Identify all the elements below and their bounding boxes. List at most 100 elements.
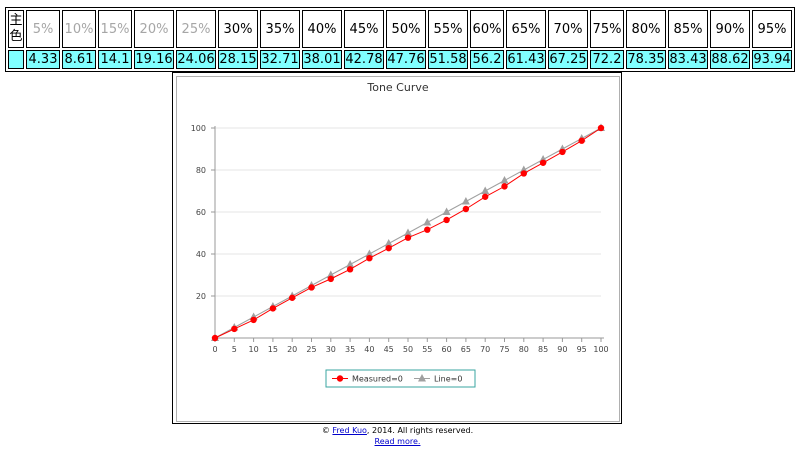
header-cell: 75% [590,10,624,48]
header-cell: 95% [752,10,792,48]
header-cell: 55% [428,10,468,48]
x-tick-label: 45 [384,345,394,354]
x-tick-label: 60 [442,345,452,354]
measured-point [424,226,431,233]
value-cell: 24.06 [176,50,216,69]
x-tick-label: 55 [422,345,432,354]
y-tick-label: 20 [196,292,206,301]
x-tick-label: 5 [232,345,237,354]
value-cell: 93.94 [752,50,792,69]
legend-line-label: Line=0 [434,375,462,384]
value-cell: 38.01 [302,50,342,69]
value-cell: 78.35 [626,50,666,69]
x-tick-label: 70 [480,345,490,354]
x-tick-label: 75 [499,345,509,354]
footer-copyright: © Fred Kuo, 2014. All rights reserved. [0,426,795,435]
legend-measured-marker [336,375,344,382]
measured-point [211,334,219,342]
value-cell: 51.58 [428,50,468,69]
x-tick-label: 10 [249,345,259,354]
x-tick-label: 80 [519,345,529,354]
value-cell: 42.78 [344,50,384,69]
x-tick-label: 30 [326,345,336,354]
measured-point [366,254,373,262]
x-tick-label: 35 [345,345,355,354]
line-point [423,218,432,226]
y-tick-label: 80 [196,166,206,175]
value-cell: 72.2 [590,50,624,69]
corner-label-top: 主 [9,13,23,28]
measured-point [269,305,277,312]
legend-box [325,369,476,388]
header-cell: 10% [62,10,96,48]
header-cell: 35% [260,10,300,48]
header-cell: 40% [302,10,342,48]
line-point [461,197,470,205]
header-cell: 85% [668,10,708,48]
value-cell: 47.76 [386,50,426,69]
header-cell: 45% [344,10,384,48]
line-point [384,239,393,247]
author-link[interactable]: Fred Kuo [332,426,367,435]
tone-table: 主 色 5% 10% 15% 20% 25% 30% 35% 40% 45% 50% 55% 60% 6… [5,7,795,72]
header-cell: 25% [176,10,216,48]
header-cell: 80% [626,10,666,48]
x-tick-label: 40 [364,345,374,354]
measured-point [250,316,257,324]
value-cell: 88.62 [710,50,750,69]
x-tick-label: 95 [577,345,587,354]
value-cell: 14.1 [98,50,132,69]
measured-point [327,275,334,283]
line-point [346,260,355,268]
line-point [326,270,335,278]
x-tick-label: 25 [306,345,316,354]
measured-point [385,244,392,252]
corner-cell: 主 色 [8,10,24,48]
x-tick-label: 50 [403,345,413,354]
measured-point [231,325,238,333]
measured-point [404,234,412,241]
x-tick-label: 0 [212,345,217,354]
header-cell: 15% [98,10,132,48]
measured-point [308,284,315,291]
measured-point [539,159,547,166]
read-more-link[interactable]: Read more. [374,437,421,446]
x-tick-label: 15 [268,345,278,354]
tone-curve-chart: Tone Curve 20 40 60 80 100 0 5 10 15 20 25 30 35 40 45 5… [191,81,609,388]
measured-point [597,124,605,132]
line-point [404,228,412,236]
header-cell: 50% [386,10,426,48]
measured-point [346,266,354,273]
value-cell: 83.43 [668,50,708,69]
x-tick-label: 90 [557,345,567,354]
line-point [442,207,451,215]
table-header-row: 主 色 5% 10% 15% 20% 25% 30% 35% 40% 45% 50% 55% 60% 6… [8,10,792,48]
header-cell: 65% [506,10,546,48]
chart-frame: Tone Curve 20 40 60 80 100 0 5 10 15 20 25 30 35 40 45 5… [172,72,622,424]
table-value-row: 4.33 8.61 14.1 19.16 24.06 28.15 32.71 38.01 42.… [8,50,792,69]
line-point [481,186,490,194]
header-cell: 70% [548,10,588,48]
x-tick-label: 20 [287,345,297,354]
header-cell: 60% [470,10,504,48]
rights-text: , 2014. All rights reserved. [366,426,474,435]
x-tick-label: 65 [461,345,471,354]
measured-point [559,148,566,156]
header-cell: 20% [134,10,174,48]
y-tick-label: 100 [191,124,206,133]
x-tick-label: 85 [538,345,548,354]
measured-point [501,183,508,190]
chart-title: Tone Curve [366,81,429,94]
value-cell: 4.33 [26,50,60,69]
measured-point [520,170,527,177]
value-cell: 32.71 [260,50,300,69]
measured-point [578,137,585,144]
corner-value-cell [8,50,24,69]
footer-read-more: Read more. [0,437,795,446]
x-tick-label: 100 [593,345,608,354]
copyright-symbol: © [321,426,330,435]
value-cell: 28.15 [218,50,258,69]
value-cell: 8.61 [62,50,96,69]
header-cell: 90% [710,10,750,48]
measured-point [289,294,296,301]
